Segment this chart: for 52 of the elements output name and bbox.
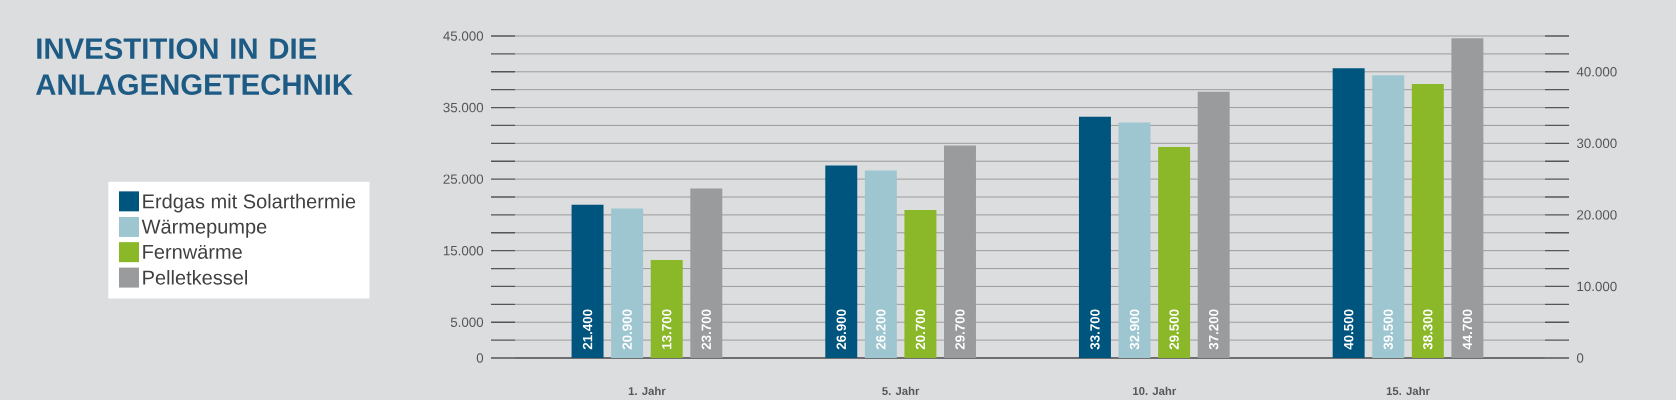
text: INVESTITION IN DIE ANLAGENGETECHNIK <box>36 38 353 96</box>
y-tick-label: 35.000 <box>443 102 484 113</box>
y-tick-label: 0 <box>476 353 484 363</box>
data-label: 32.900 <box>1129 309 1140 350</box>
x-tick-label: 15. Jahr <box>1386 386 1430 396</box>
legend-label: Erdgas mit Solarthermie <box>143 193 356 213</box>
bar <box>611 208 644 358</box>
bar <box>571 204 604 358</box>
bar <box>944 145 976 358</box>
bar <box>904 209 937 358</box>
data-label: 20.900 <box>622 309 632 350</box>
bar <box>650 259 683 358</box>
data-label: 40.500 <box>1343 309 1354 350</box>
bar <box>1197 91 1230 358</box>
y-tick-label: 15.000 <box>443 245 484 256</box>
y-tick-label: 45.000 <box>443 31 484 41</box>
bar <box>1451 38 1484 358</box>
y2-tick-label: 10.000 <box>1577 281 1617 292</box>
data-label: 23.700 <box>701 309 712 350</box>
y-tick-label: 5.000 <box>450 317 484 327</box>
bar <box>825 165 858 358</box>
data-label: 37.200 <box>1208 309 1219 350</box>
data-label: 13.700 <box>661 309 672 349</box>
data-label: 26.200 <box>876 309 886 350</box>
y2-tick-label: 30.000 <box>1576 138 1617 149</box>
y2-tick-label: 40.000 <box>1576 67 1617 77</box>
bar <box>1158 146 1191 358</box>
y-tick-label: 25.000 <box>443 174 484 184</box>
bar <box>1411 83 1444 358</box>
data-label: 29.700 <box>955 309 965 350</box>
bar <box>690 188 723 358</box>
data-label: 29.500 <box>1169 309 1179 350</box>
legend-label: Pelletkessel <box>143 270 247 285</box>
data-label: 21.400 <box>582 309 593 350</box>
bar <box>1372 75 1405 358</box>
x-tick-label: 5. Jahr <box>882 386 920 396</box>
legend-label: Fernwärme <box>143 244 242 259</box>
data-label: 33.700 <box>1090 309 1100 350</box>
x-tick-label: 10. Jahr <box>1133 386 1177 396</box>
bar <box>1078 116 1111 358</box>
bar <box>1118 122 1151 358</box>
data-label: 38.300 <box>1423 309 1433 350</box>
data-label: 26.900 <box>836 309 846 350</box>
data-label: 20.700 <box>915 309 926 350</box>
y2-tick-label: 20.000 <box>1577 210 1617 220</box>
x-tick-label: 1. Jahr <box>628 386 666 396</box>
legend-label: Wärmepumpe <box>141 219 267 238</box>
data-label: 39.500 <box>1383 309 1393 350</box>
y2-tick-label: 0 <box>1576 353 1584 363</box>
bar <box>1332 68 1365 358</box>
data-label: 44.700 <box>1462 309 1473 350</box>
bar <box>864 170 897 358</box>
